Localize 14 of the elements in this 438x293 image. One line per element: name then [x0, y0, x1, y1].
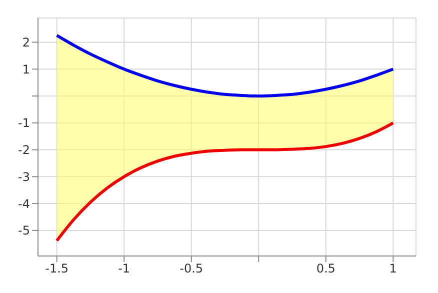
- y-tick-label: -3: [18, 170, 30, 184]
- y-tick-label: 1: [22, 62, 30, 76]
- x-tick-label: -1: [118, 262, 130, 276]
- y-tick-label: -5: [18, 224, 30, 238]
- line-series: [55, 34, 395, 98]
- y-tick-label: -2: [18, 143, 30, 158]
- y-tick-label: -1: [18, 116, 30, 130]
- y-tick-label: 2: [22, 35, 30, 50]
- x-tick-label: 0.5: [316, 262, 336, 276]
- line-series: [55, 121, 395, 242]
- x-tick-label: -1.5: [45, 262, 69, 276]
- y-tick-label: -4: [18, 196, 30, 211]
- x-tick-label: -0.5: [180, 262, 204, 276]
- x-tick-label: 1: [389, 262, 397, 276]
